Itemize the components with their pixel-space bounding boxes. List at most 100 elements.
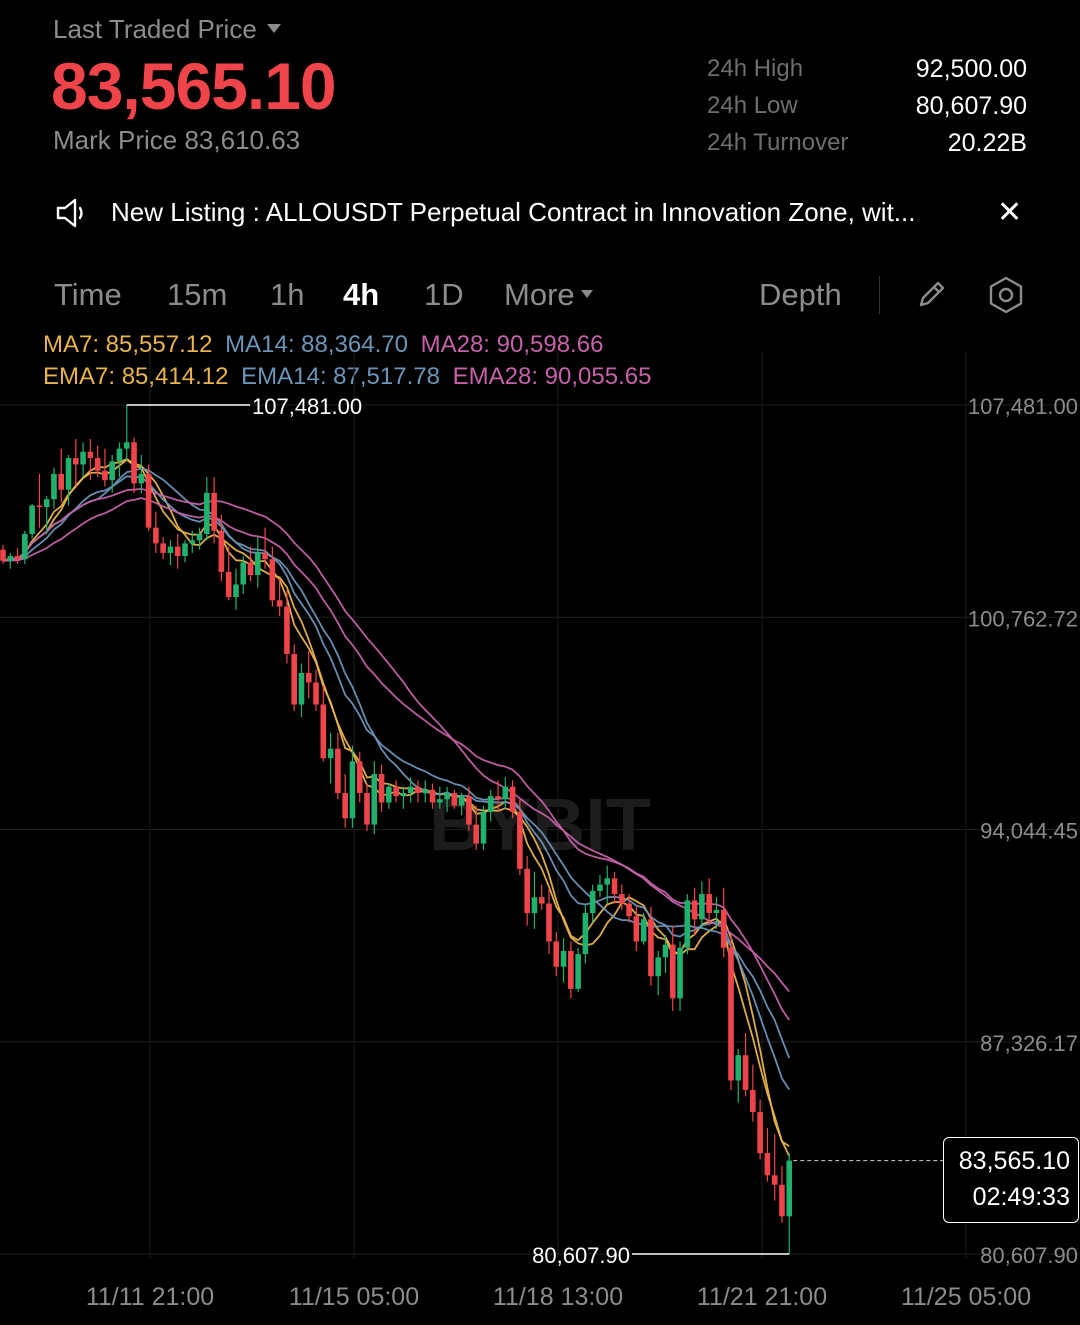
tab-depth[interactable]: Depth (759, 277, 842, 312)
candle-body (466, 796, 472, 825)
candle-body (43, 499, 50, 508)
candle-body (349, 761, 356, 819)
candle-body (102, 470, 108, 481)
tab-time[interactable]: Time (54, 277, 122, 312)
candle-body (131, 442, 137, 484)
candle-body (553, 941, 560, 967)
candle-body (655, 957, 661, 977)
candle-body (538, 897, 545, 904)
pencil-icon[interactable] (914, 276, 950, 312)
candle-body (240, 562, 247, 585)
candle-body (182, 543, 188, 557)
candle-body (546, 903, 552, 942)
candle-body (764, 1153, 771, 1176)
candle-body (400, 792, 407, 797)
x-axis-tick-label: 11/21 21:00 (697, 1283, 827, 1311)
stat-label-24h-high: 24h High (707, 55, 804, 82)
last-traded-price-label[interactable]: Last Traded Price (53, 14, 281, 45)
candle-body (720, 909, 727, 948)
candle-body (487, 796, 494, 812)
candle-body (225, 571, 232, 598)
candle-body (94, 458, 101, 471)
ma28-label: MA28: 90,598.66 (420, 331, 604, 358)
candle-body (378, 774, 385, 803)
candle-body (611, 878, 618, 895)
candle-body (138, 473, 145, 484)
x-axis-tick-label: 11/15 05:00 (289, 1283, 419, 1311)
candle-body (415, 786, 421, 793)
high-marker-label: 107,481.00 (252, 394, 362, 419)
candle-body (233, 584, 239, 598)
y-axis-tick-label: 80,607.90 (980, 1243, 1078, 1268)
tab-more[interactable]: More (504, 277, 593, 313)
ma7-label: MA7: 85,557.12 (43, 331, 213, 358)
candle-countdown: 02:49:33 (972, 1183, 1070, 1211)
candle-body (677, 947, 683, 999)
candle-body (597, 884, 603, 891)
candle-body (269, 559, 276, 601)
candle-body (291, 653, 297, 705)
candle-body (619, 894, 625, 904)
candle-body (145, 473, 152, 528)
candle-body (691, 900, 698, 920)
tab-1d[interactable]: 1D (424, 277, 464, 312)
candle-body (51, 473, 57, 500)
announcement-text[interactable]: New Listing : ALLOUSDT Perpetual Contrac… (111, 197, 916, 227)
last-price: 83,565.10 (51, 49, 337, 123)
y-axis-tick-label: 100,762.72 (968, 606, 1078, 631)
candle-body (750, 1089, 756, 1113)
candle-body (36, 505, 43, 508)
candle-body (320, 704, 327, 759)
candle-body (728, 947, 734, 1081)
candle-body (335, 748, 341, 793)
candle-body (276, 600, 283, 607)
tab-15m[interactable]: 15m (167, 277, 228, 312)
y-axis-tick-label: 107,481.00 (968, 394, 1078, 419)
candle-body (14, 556, 21, 560)
ma14-label: MA14: 88,364.70 (225, 331, 408, 358)
current-price-tag: 83,565.10 02:49:33 (943, 1137, 1079, 1223)
speaker-icon (55, 197, 89, 229)
candle-body (509, 786, 516, 812)
candle-body (604, 878, 611, 885)
chevron-down-icon (266, 23, 281, 33)
settings-icon[interactable] (986, 275, 1026, 315)
candle-body (247, 562, 254, 576)
current-price-value: 83,565.10 (958, 1147, 1070, 1175)
candle-body (174, 546, 181, 557)
stat-label-24h-low: 24h Low (707, 92, 798, 119)
candle-body (29, 505, 35, 534)
candle-body (305, 672, 312, 683)
tab-4h[interactable]: 4h (343, 277, 380, 312)
candle-body (153, 527, 159, 544)
candle-body (73, 458, 79, 465)
candle-body (560, 950, 567, 967)
candle-body (779, 1184, 785, 1217)
candle-body (22, 533, 28, 560)
candle-body (218, 530, 225, 572)
candle-body (786, 1160, 793, 1217)
x-axis-tick-label: 11/25 05:00 (901, 1283, 1031, 1311)
x-axis-tick-label: 11/11 21:00 (86, 1283, 214, 1311)
candle-body (407, 786, 414, 793)
x-axis-tick-label: 11/18 13:00 (493, 1283, 623, 1311)
candle-body (356, 761, 363, 793)
candle-body (742, 1055, 749, 1090)
candle-body (757, 1112, 763, 1154)
close-icon[interactable]: ✕ (997, 196, 1023, 229)
candle-body (196, 533, 203, 541)
candle-body (648, 919, 654, 977)
tab-1h[interactable]: 1h (270, 277, 305, 312)
ema28-label: EMA28: 90,055.65 (452, 363, 652, 390)
candle-body (204, 492, 210, 534)
candle-body (393, 786, 399, 797)
candle-body (262, 552, 268, 560)
candle-body (437, 799, 443, 803)
stat-value-24h-low: 80,607.90 (915, 92, 1027, 120)
candle-body (0, 549, 6, 561)
ema28-line (2, 497, 790, 1021)
candle-body (771, 1175, 778, 1185)
ema7-line (2, 458, 790, 1147)
candle-body (706, 894, 712, 914)
